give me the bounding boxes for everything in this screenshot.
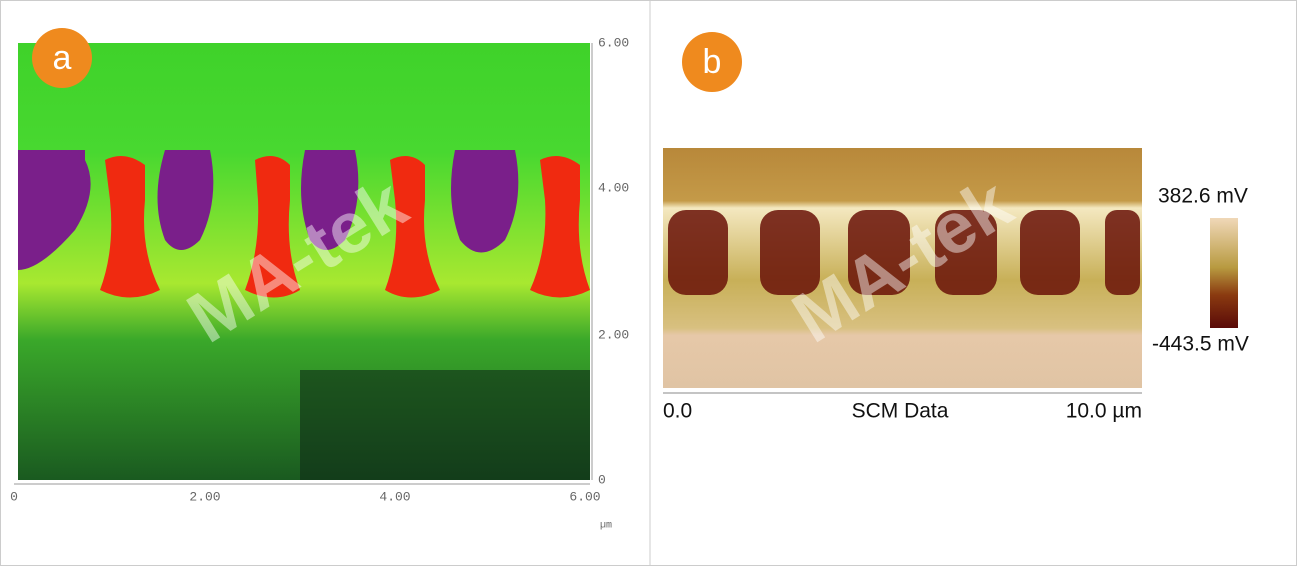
colorbar bbox=[1210, 218, 1238, 328]
badge: a bbox=[53, 39, 72, 77]
caption: SCM Data bbox=[852, 400, 949, 423]
x-tick-label: 2.00 bbox=[189, 489, 220, 504]
x-tick-label: 0 bbox=[10, 489, 18, 504]
x-start-label: 0.0 bbox=[663, 400, 692, 423]
magenta-regions bbox=[18, 150, 519, 270]
depletion-regions bbox=[668, 210, 1140, 295]
x-tick-label: 6.00 bbox=[569, 489, 600, 504]
y-tick-label: 6.00 bbox=[598, 35, 629, 50]
badge-circle bbox=[682, 32, 742, 92]
dark-region bbox=[300, 370, 590, 480]
badge-circle bbox=[32, 28, 92, 88]
y-tick-label: 4.00 bbox=[598, 180, 629, 195]
unit-label: µm bbox=[600, 521, 612, 532]
y-tick-label: 0 bbox=[598, 472, 606, 487]
red-regions bbox=[100, 156, 590, 298]
colorbar-min: -443.5 mV bbox=[1152, 333, 1249, 356]
badge: b bbox=[703, 43, 722, 81]
y-tick-label: 2.00 bbox=[598, 327, 629, 342]
x-end-label: 10.0 µm bbox=[1066, 400, 1142, 423]
x-tick-label: 4.00 bbox=[379, 489, 410, 504]
colorbar-max: 382.6 mV bbox=[1158, 185, 1248, 208]
